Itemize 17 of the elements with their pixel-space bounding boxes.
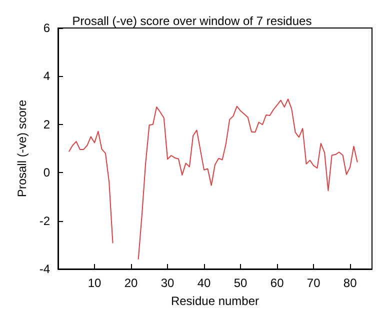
y-tick-label: 6	[43, 21, 50, 35]
x-tick-label: 10	[88, 276, 102, 290]
y-tick-label: 2	[43, 117, 50, 132]
x-axis-title: Residue number	[170, 294, 260, 308]
y-tick-label: 4	[43, 69, 50, 84]
x-tick-label: 20	[124, 276, 138, 290]
chart-title: Prosall (-ve) score over window of 7 residues	[72, 14, 312, 28]
x-tick-label: 80	[343, 276, 358, 290]
x-tick-label: 50	[234, 276, 248, 290]
x-tick-label: 70	[306, 276, 321, 290]
y-axis-title: Prosall (-ve) score	[15, 100, 29, 198]
y-tick-label: 0	[43, 166, 50, 180]
y-tick-label: -4	[39, 262, 50, 276]
x-tick-label: 30	[160, 276, 175, 290]
x-tick-label: 60	[270, 276, 284, 290]
x-tick-label: 40	[197, 276, 212, 290]
y-tick-label: -2	[39, 214, 50, 228]
